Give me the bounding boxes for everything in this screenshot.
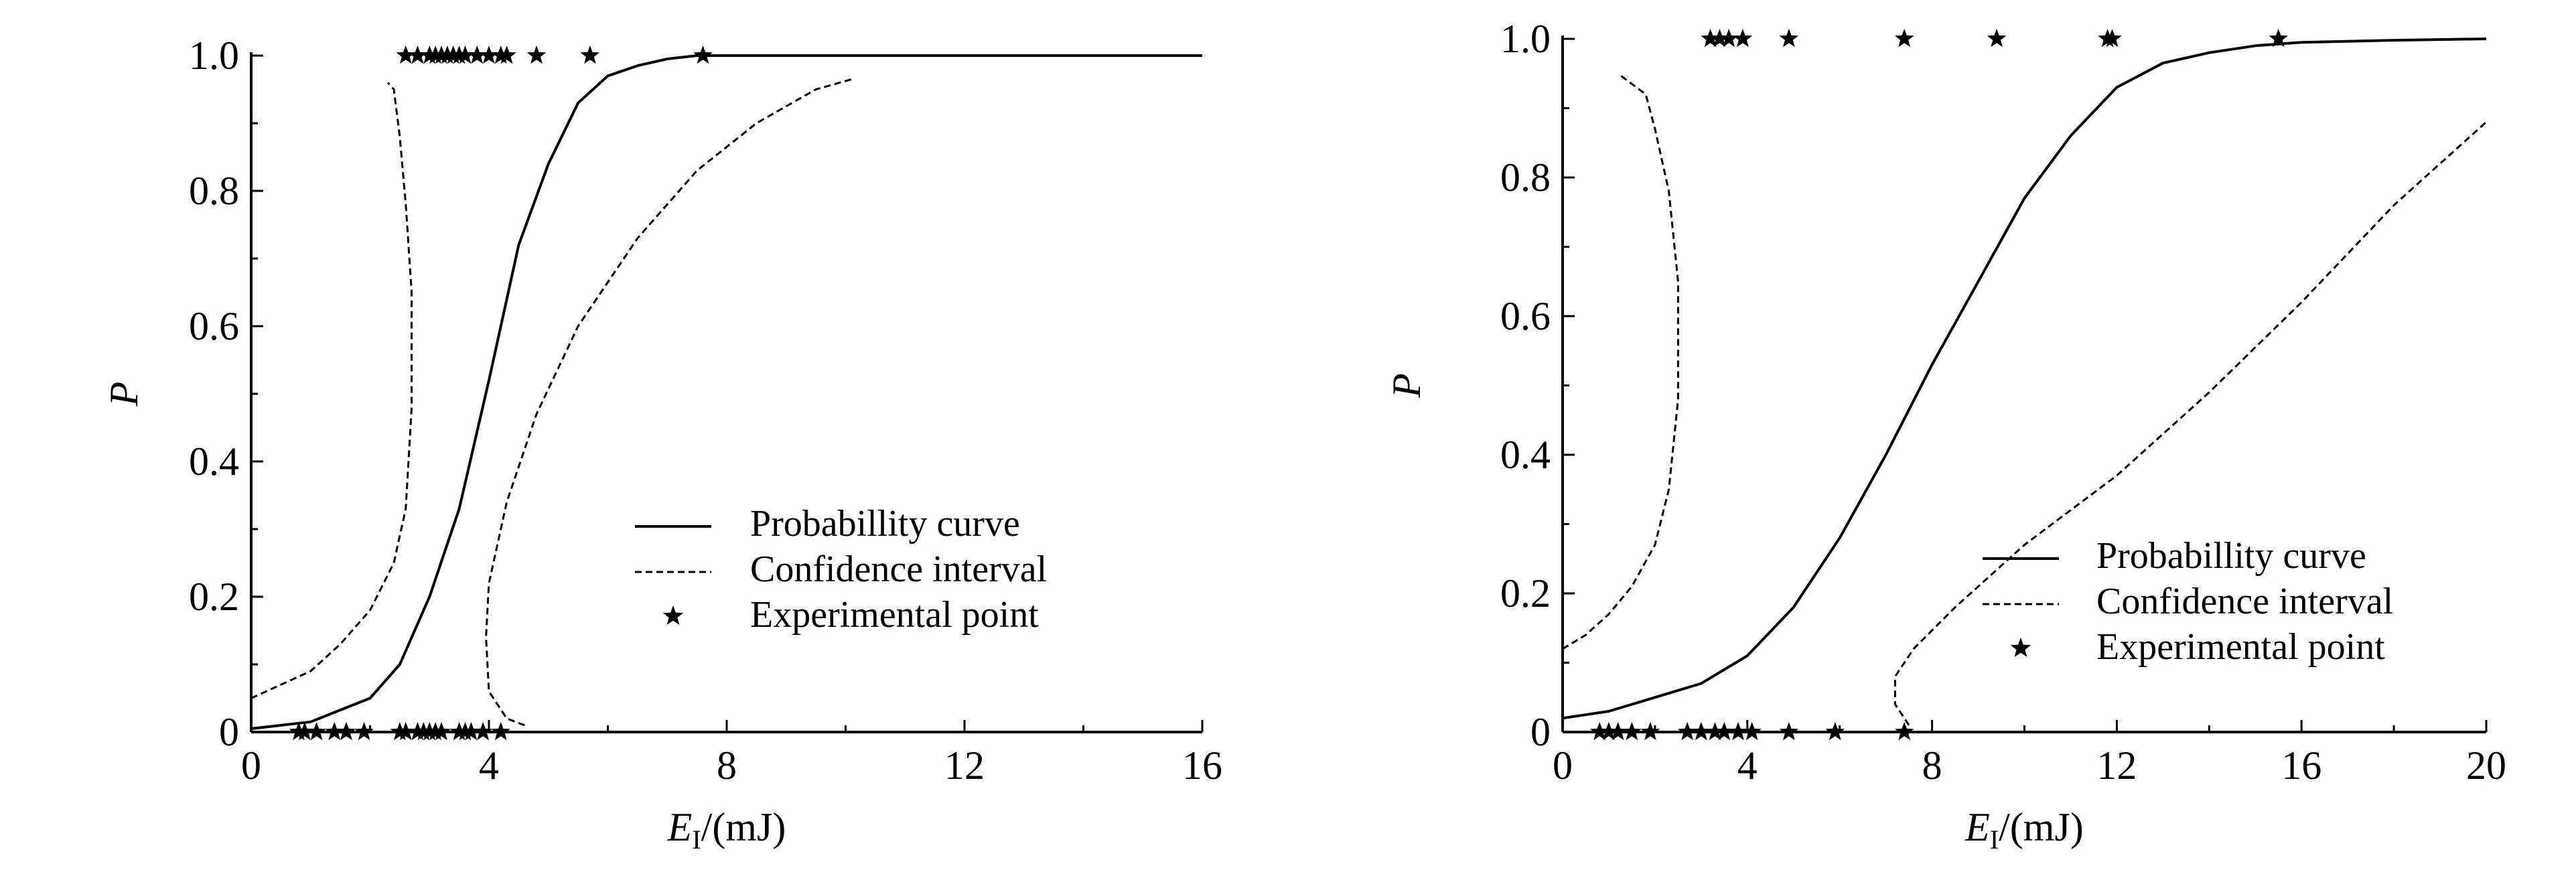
x-tick-label: 8 <box>1922 743 1942 788</box>
x-tick-label: 16 <box>1182 743 1222 788</box>
experimental-point-star <box>473 722 493 741</box>
y-tick-label: 1.0 <box>189 33 239 78</box>
experimental-point-star <box>580 46 600 64</box>
legend-star-swatch <box>2010 638 2031 657</box>
y-tick-label: 0.6 <box>1500 294 1551 338</box>
experimental-point-star <box>1733 29 1753 48</box>
y-tick-label: 0.6 <box>189 304 239 348</box>
experimental-point-star <box>479 46 499 64</box>
experimental-point-star <box>1779 29 1799 48</box>
experimental-point-star <box>396 722 415 741</box>
experimental-point-star <box>431 722 451 741</box>
experimental-point-star <box>1622 722 1642 741</box>
experimental-point-star <box>1895 722 1914 741</box>
experimental-point-star <box>461 722 481 741</box>
y-tick-label: 0 <box>1530 710 1551 754</box>
experimental-point-star <box>497 46 516 64</box>
experimental-point-star <box>455 46 475 64</box>
experimental-point-star <box>693 46 713 64</box>
experimental-point-star <box>2269 29 2288 48</box>
experimental-point-star <box>1728 722 1748 741</box>
experimental-point-star <box>1710 29 1729 48</box>
y-tick-label: 0.8 <box>189 169 239 213</box>
x-tick-label: 20 <box>2466 743 2506 788</box>
experimental-point-star <box>307 722 326 741</box>
experimental-point-star <box>295 722 315 741</box>
experimental-point-star <box>1701 29 1720 48</box>
experimental-point-star <box>1640 722 1660 741</box>
x-tick-label: 0 <box>1553 743 1573 788</box>
confidence-interval-line <box>485 78 852 727</box>
experimental-point-star <box>408 46 427 64</box>
confidence-interval-line <box>1893 121 2488 726</box>
legend-label: Confidence interval <box>2096 581 2393 622</box>
x-tick-label: 16 <box>2281 743 2321 788</box>
legend-label: Confidence interval <box>750 549 1047 590</box>
experimental-point-star <box>1691 722 1711 741</box>
experimental-point-star <box>1715 722 1734 741</box>
x-axis-title: EI/(mJ) <box>1964 805 2084 855</box>
confidence-interval-line <box>251 82 413 699</box>
x-tick-label: 0 <box>241 743 261 788</box>
experimental-point-star <box>468 46 487 64</box>
x-tick-label: 12 <box>944 743 985 788</box>
y-tick-label: 0.4 <box>189 439 239 484</box>
experimental-point-star <box>1705 722 1725 741</box>
experimental-point-star <box>2102 29 2122 48</box>
experimental-point-star <box>1825 722 1845 741</box>
x-tick-label: 4 <box>479 743 499 788</box>
legend-label: Experimental point <box>750 594 1039 636</box>
confidence-interval-line <box>1562 72 1679 650</box>
experimental-point-star <box>325 722 344 741</box>
y-axis-title: P <box>102 382 146 407</box>
x-tick-label: 12 <box>2096 743 2137 788</box>
legend-star-swatch <box>662 605 684 625</box>
experimental-point-star <box>1779 722 1799 741</box>
experimental-point-star <box>491 722 510 741</box>
legend-label: Experimental point <box>2096 626 2385 668</box>
legend-label: Probabillity curve <box>750 503 1020 545</box>
experimental-point-star <box>354 722 374 741</box>
experimental-point-star <box>1599 722 1619 741</box>
y-tick-label: 0.4 <box>1500 433 1551 477</box>
experimental-point-star <box>336 722 356 741</box>
chart-left: 0 4 8 12 16 0 0.2 0.4 0.6 0.8 1.0 P EI/(mJ) Probabill… <box>102 33 1222 855</box>
x-tick-label: 4 <box>1737 743 1758 788</box>
y-tick-label: 0 <box>219 710 239 754</box>
probability-curve-line <box>1562 38 2487 720</box>
x-tick-label: 8 <box>717 743 737 788</box>
y-axis-title: P <box>1384 373 1429 398</box>
y-tick-label: 1.0 <box>1500 17 1551 61</box>
experimental-point-star <box>1895 29 1914 48</box>
y-tick-label: 0.2 <box>189 575 239 619</box>
x-axis-title: EI/(mJ) <box>667 805 786 855</box>
legend-label: Probabillity curve <box>2096 535 2366 577</box>
experimental-point-star <box>1987 29 2007 48</box>
experimental-point-star <box>396 46 415 64</box>
y-tick-label: 0.8 <box>1500 155 1551 200</box>
y-tick-label: 0.2 <box>1500 571 1551 615</box>
experimental-point-star <box>1742 722 1762 741</box>
experimental-point-star <box>1608 722 1628 741</box>
experimental-point-star <box>526 46 547 64</box>
experimental-point-star <box>1677 722 1697 741</box>
experimental-point-star <box>1719 29 1739 48</box>
chart-right: 0 4 8 12 16 20 0 0.2 0.4 0.6 0.8 1.0 P EI/(mJ) Probabi… <box>1384 17 2506 855</box>
experimental-point-star <box>1589 722 1609 741</box>
probability-curve-line <box>251 54 1202 730</box>
